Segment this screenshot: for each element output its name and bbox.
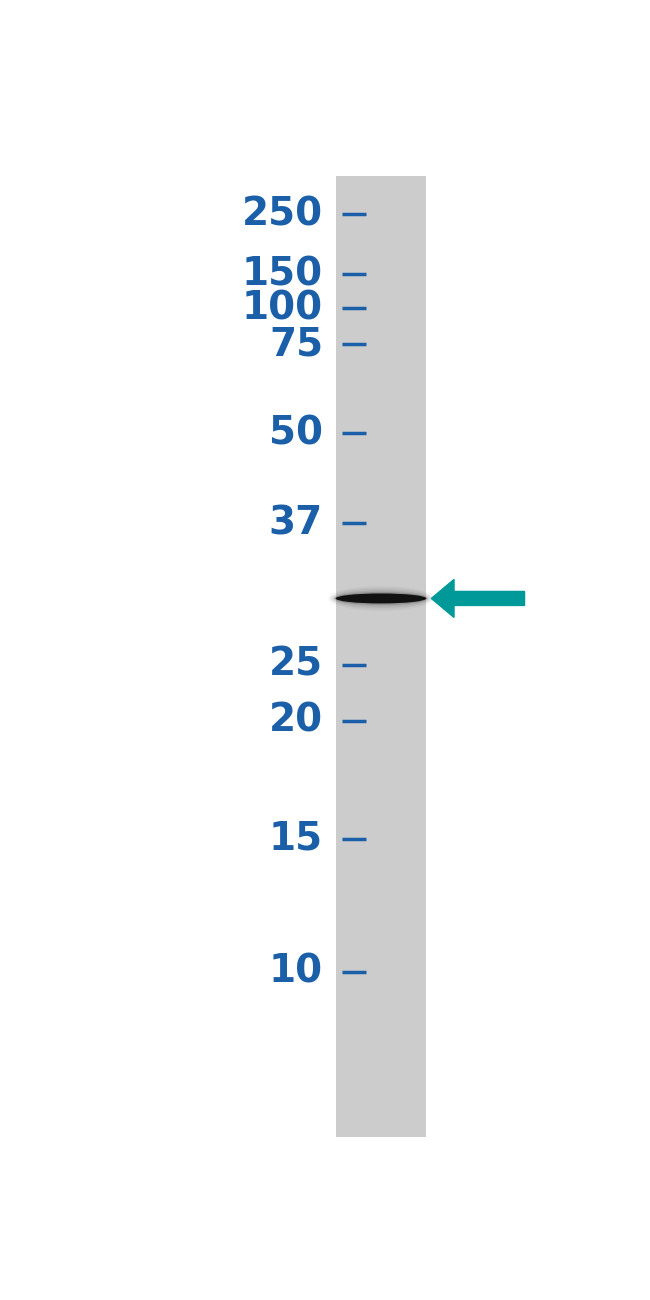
FancyArrow shape bbox=[432, 580, 525, 617]
Text: 25: 25 bbox=[269, 646, 323, 684]
Text: 20: 20 bbox=[269, 702, 323, 740]
Text: 37: 37 bbox=[269, 504, 323, 542]
Text: 15: 15 bbox=[269, 820, 323, 858]
Text: 50: 50 bbox=[269, 415, 323, 452]
Ellipse shape bbox=[335, 593, 426, 603]
Ellipse shape bbox=[334, 592, 428, 604]
Text: 100: 100 bbox=[242, 289, 323, 328]
Ellipse shape bbox=[333, 590, 430, 606]
Bar bbox=[335, 176, 426, 1138]
Text: 75: 75 bbox=[269, 325, 323, 363]
Text: 10: 10 bbox=[269, 953, 323, 991]
Text: 150: 150 bbox=[242, 255, 323, 292]
Text: 250: 250 bbox=[242, 195, 323, 233]
